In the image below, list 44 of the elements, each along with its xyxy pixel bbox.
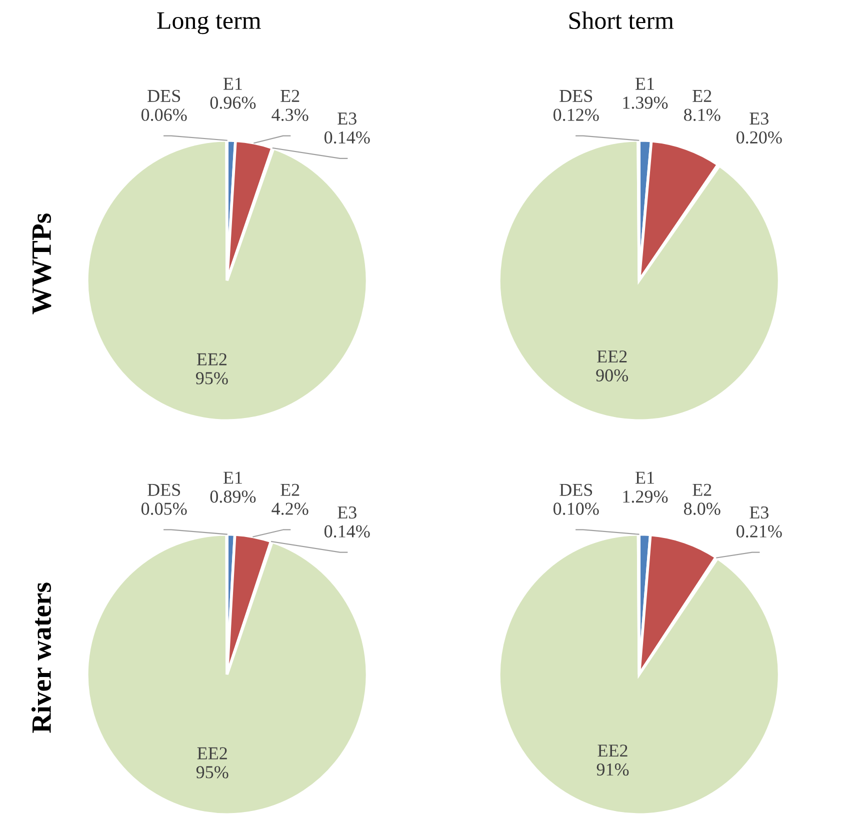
slice-label: E3 <box>338 112 356 125</box>
data-label: 90% <box>596 369 628 382</box>
slice-label: EE2 <box>196 353 226 366</box>
slice-label: EE2 <box>598 744 628 757</box>
slice-label: EE2 <box>597 350 627 362</box>
chart-title: Long term <box>157 12 261 34</box>
slice-label: E2 <box>280 90 300 102</box>
slice-label: E3 <box>750 506 768 519</box>
slice-label: E2 <box>692 90 712 102</box>
text: WWTPs <box>32 213 52 314</box>
data-label: 0.14% <box>324 131 370 144</box>
data-label: 4.2% <box>272 502 308 515</box>
data-label: 91% <box>596 763 629 776</box>
slice-label: DES <box>560 484 592 496</box>
slice-label: E1 <box>635 472 654 484</box>
data-label: 0.12% <box>553 108 599 121</box>
data-label: 0.20% <box>736 131 782 144</box>
data-label: 0.89% <box>210 490 256 503</box>
slice-label: DES <box>148 90 180 102</box>
slice-label: E1 <box>223 472 242 484</box>
slice-label: DES <box>148 484 180 496</box>
slice-label: E2 <box>280 484 300 496</box>
slice-label: EE2 <box>197 747 227 760</box>
data-label: 0.10% <box>553 502 599 515</box>
data-label: 1.29% <box>623 490 668 503</box>
data-label: 95% <box>196 766 228 778</box>
data-label: 0.14% <box>324 525 370 538</box>
text: River waters <box>31 582 52 733</box>
data-label: 8.1% <box>684 108 720 121</box>
data-label: 8.0% <box>684 502 720 515</box>
data-label: 0.05% <box>141 502 187 515</box>
data-label: 1.39% <box>623 96 668 109</box>
data-label: 95% <box>196 372 228 384</box>
slice-label: E1 <box>223 78 242 90</box>
slice-label: E2 <box>692 484 712 496</box>
slice-label: DES <box>560 90 592 102</box>
data-label: 0.06% <box>141 108 187 121</box>
slice-label: E3 <box>338 506 356 519</box>
data-label: 0.21% <box>736 525 782 538</box>
data-label: 0.96% <box>210 96 256 109</box>
slice-label: E3 <box>750 112 768 125</box>
slice-label: E1 <box>635 78 654 90</box>
chart-title: Short term <box>569 11 674 30</box>
data-label: 4.3% <box>272 108 308 121</box>
